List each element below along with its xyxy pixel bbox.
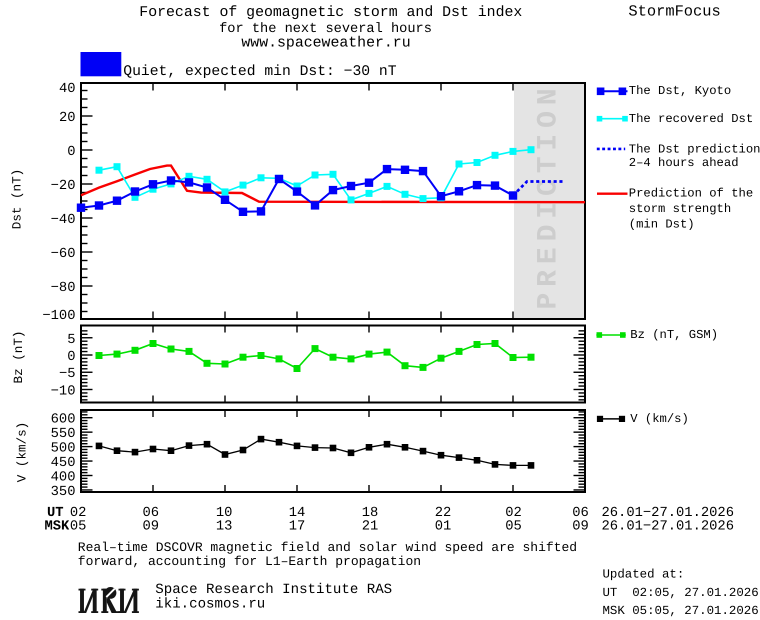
svg-text:Real–time DSCOVR magnetic fiel: Real–time DSCOVR magnetic field and sola… — [78, 540, 577, 555]
svg-text:20: 20 — [59, 111, 76, 126]
svg-text:500: 500 — [51, 442, 76, 457]
svg-text:13: 13 — [216, 520, 233, 535]
svg-text:09: 09 — [143, 520, 160, 535]
svg-text:forward, accounting for L1–Ear: forward, accounting for L1–Earth propaga… — [78, 554, 421, 569]
svg-text:450: 450 — [51, 456, 76, 471]
svg-text:600: 600 — [51, 413, 76, 428]
svg-text:Forecast of geomagnetic storm: Forecast of geomagnetic storm and Dst in… — [139, 5, 522, 21]
svg-text:17: 17 — [289, 520, 306, 535]
svg-text:26.01−27.01.2026: 26.01−27.01.2026 — [602, 506, 734, 521]
svg-text:550: 550 — [51, 427, 76, 442]
svg-text:350: 350 — [51, 485, 76, 500]
svg-text:14: 14 — [289, 506, 306, 521]
svg-text:5: 5 — [67, 333, 75, 348]
svg-text:Prediction of the: Prediction of the — [629, 186, 753, 200]
svg-text:06: 06 — [143, 506, 160, 521]
svg-text:−60: −60 — [51, 247, 76, 262]
svg-text:The Dst prediction: The Dst prediction — [629, 142, 760, 156]
svg-text:400: 400 — [51, 471, 76, 486]
svg-text:Updated at:: Updated at: — [603, 568, 685, 582]
svg-text:Bz (nT, GSM): Bz (nT, GSM) — [630, 328, 718, 342]
svg-text:−80: −80 — [51, 281, 76, 296]
svg-text:UT: UT — [47, 506, 64, 521]
svg-text:(min Dst): (min Dst) — [629, 218, 695, 232]
svg-text:MSK: MSK — [45, 520, 71, 535]
svg-text:The recovered Dst: The recovered Dst — [629, 112, 753, 126]
svg-text:40: 40 — [59, 82, 76, 97]
svg-text:−40: −40 — [51, 213, 76, 228]
svg-text:06: 06 — [572, 506, 589, 521]
svg-text:26.01−27.01.2026: 26.01−27.01.2026 — [602, 520, 734, 535]
svg-text:18: 18 — [362, 506, 379, 521]
svg-text:0: 0 — [67, 350, 75, 365]
svg-text:StormFocus: StormFocus — [628, 2, 720, 20]
svg-text:for the next several hours: for the next several hours — [219, 22, 432, 37]
svg-text:PREDICTION: PREDICTION — [534, 82, 565, 309]
svg-text:UT 02:05, 27.01.2026: UT 02:05, 27.01.2026 — [603, 586, 759, 600]
svg-text:www.spaceweather.ru: www.spaceweather.ru — [241, 36, 410, 52]
svg-text:02: 02 — [505, 506, 522, 521]
svg-text:MSK 05:05, 27.01.2026: MSK 05:05, 27.01.2026 — [603, 604, 759, 618]
svg-text:iki.cosmos.ru: iki.cosmos.ru — [155, 597, 265, 613]
svg-text:01: 01 — [435, 520, 452, 535]
svg-text:The Dst, Kyoto: The Dst, Kyoto — [629, 84, 731, 98]
svg-text:21: 21 — [362, 520, 379, 535]
svg-text:−5: −5 — [59, 367, 76, 382]
svg-text:2–4 hours ahead: 2–4 hours ahead — [629, 156, 739, 170]
svg-text:storm strength: storm strength — [629, 202, 731, 216]
svg-text:V (km/s): V (km/s) — [16, 422, 30, 482]
svg-text:V (km/s): V (km/s) — [630, 412, 689, 426]
svg-text:09: 09 — [572, 520, 589, 535]
svg-text:−100: −100 — [42, 309, 75, 324]
svg-text:−20: −20 — [51, 179, 76, 194]
svg-text:Quiet, expected min Dst: −30 n: Quiet, expected min Dst: −30 nT — [123, 64, 396, 80]
svg-text:Bz (nT): Bz (nT) — [12, 331, 26, 384]
svg-text:05: 05 — [70, 520, 87, 535]
svg-text:10: 10 — [216, 506, 233, 521]
svg-text:05: 05 — [505, 520, 522, 535]
svg-text:−10: −10 — [51, 384, 76, 399]
svg-text:22: 22 — [435, 506, 452, 521]
svg-text:0: 0 — [67, 145, 75, 160]
svg-text:Space Research Institute RAS: Space Research Institute RAS — [155, 582, 392, 598]
svg-text:Dst (nT): Dst (nT) — [11, 169, 25, 229]
svg-text:02: 02 — [70, 506, 87, 521]
